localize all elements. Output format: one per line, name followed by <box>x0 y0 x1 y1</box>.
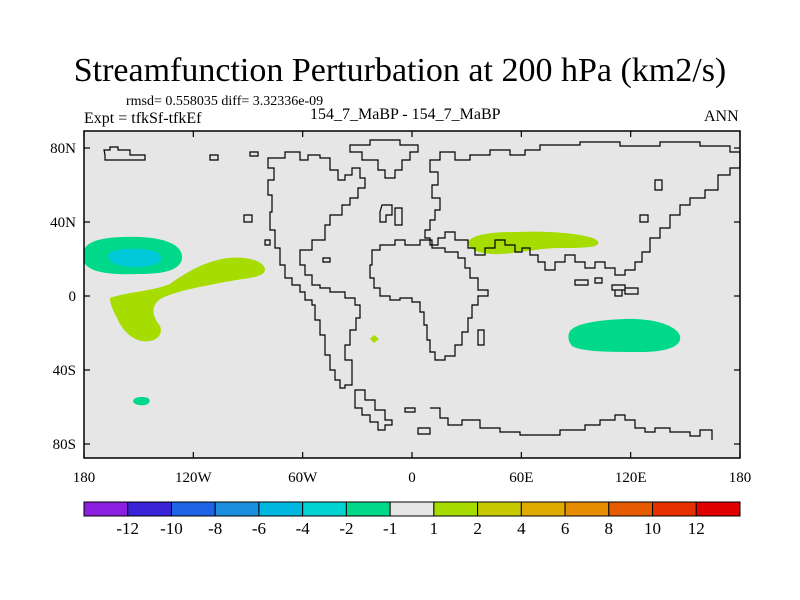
colorbar-label: 1 <box>430 519 439 538</box>
coastline-greenland <box>349 139 419 179</box>
colorbar-box <box>695 501 741 517</box>
colorbar-label: 10 <box>644 519 661 538</box>
colorbar-label: -6 <box>252 519 266 538</box>
lon-tick-label: 120W <box>175 470 213 486</box>
lon-tick-label: 0 <box>408 470 416 486</box>
colorbar-box <box>433 501 479 517</box>
lat-tick-label: 80N <box>50 141 76 157</box>
colorbar-box <box>83 501 129 517</box>
colorbar-label: 12 <box>688 519 705 538</box>
colorbar-box <box>520 501 566 517</box>
stats-line: rmsd= 0.558035 diff= 3.32336e-09 <box>126 94 324 109</box>
colorbar-box <box>170 501 216 517</box>
colorbar-label: 4 <box>517 519 526 538</box>
lon-tick-label: 60E <box>509 470 533 486</box>
lon-tick-label: 120E <box>615 470 647 486</box>
lat-tick-label: 80S <box>53 437 76 453</box>
period-label: ANN <box>704 108 739 125</box>
lat-tick-label: 0 <box>69 289 77 305</box>
colorbar-label: 8 <box>605 519 614 538</box>
colorbar-label: 6 <box>561 519 570 538</box>
colorbar-box <box>652 501 697 517</box>
indian-ocean-negative <box>568 318 681 352</box>
coastline-eurasia <box>379 141 741 276</box>
coastline-antarctica <box>354 389 713 440</box>
colorbar-label: -4 <box>296 519 311 538</box>
colorbar-box <box>127 501 172 517</box>
colorbar-box <box>258 501 304 517</box>
lon-tick-label: 180 <box>73 470 96 486</box>
colorbar-label: -10 <box>160 519 183 538</box>
colorbar-label: -12 <box>116 519 139 538</box>
north-pacific-negative-core <box>108 248 162 267</box>
colorbar-box <box>214 501 260 517</box>
colorbar-box <box>302 501 347 517</box>
south-pacific-negative-small <box>133 397 150 406</box>
lat-tick-label: 40N <box>50 215 76 231</box>
colorbar-box <box>389 501 435 517</box>
colorbar-box <box>564 501 610 517</box>
colorbar-label: -1 <box>383 519 397 538</box>
case-label: 154_7_MaBP - 154_7_MaBP <box>310 106 501 123</box>
colorbar-box <box>608 501 654 517</box>
colorbar-label: -2 <box>339 519 353 538</box>
coastline-africa <box>369 239 489 361</box>
experiment-label: Expt = tfkSf-tfkEf <box>84 110 202 127</box>
lon-tick-label: 60W <box>288 470 318 486</box>
lon-tick-label: 180 <box>729 470 752 486</box>
anomaly-layer <box>84 231 681 406</box>
colorbar-box <box>345 501 391 517</box>
colorbar: -12 -10 -8 -6 -4 -2 -1 1 2 4 6 8 10 12 <box>83 501 741 538</box>
map-title: Streamfunction Perturbation at 200 hPa (… <box>73 52 727 89</box>
tropical-pacific-positive <box>110 257 265 342</box>
coastlines <box>103 139 741 440</box>
colorbar-label: -8 <box>208 519 222 538</box>
map-background <box>84 131 740 458</box>
south-atlantic-positive-small <box>370 335 379 343</box>
asia-positive <box>468 231 599 255</box>
colorbar-label: 2 <box>473 519 482 538</box>
coastline-americas <box>103 146 366 389</box>
latitude-axis: 80N 40N 0 40S 80S <box>50 141 740 453</box>
longitude-axis: 180 120W 60W 0 60E 120E 180 <box>73 131 752 486</box>
coastline-maritime <box>574 277 639 297</box>
lat-tick-label: 40S <box>53 363 76 379</box>
colorbar-box <box>477 501 522 517</box>
